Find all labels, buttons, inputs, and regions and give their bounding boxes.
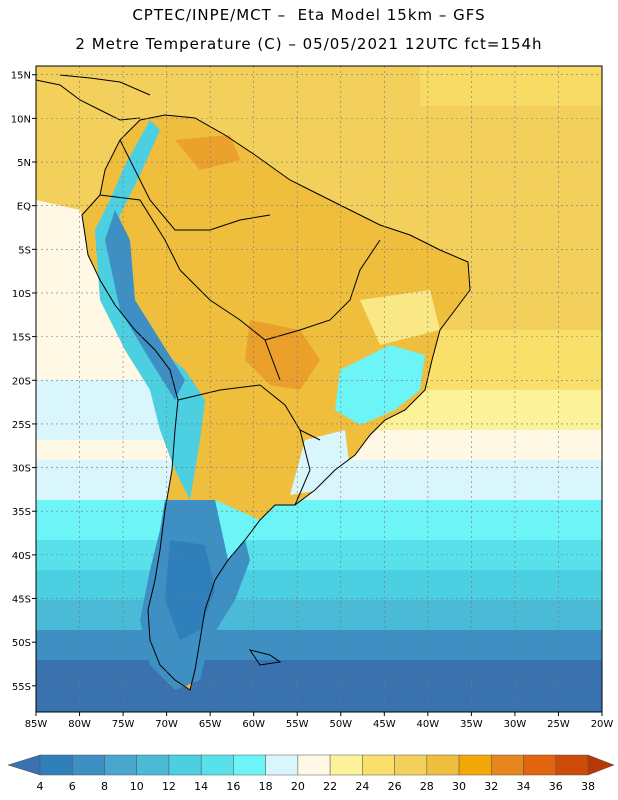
border-uruguay [294,429,311,506]
colorbar-label: 28 [420,780,434,793]
lat-label: 40S [12,551,31,562]
colorbar-high-arrow [587,754,615,776]
colorbar-label: 22 [323,780,337,793]
colorbar-swatch [39,754,73,776]
colorbar-label: 10 [130,780,144,793]
colorbar-label: 6 [69,780,76,793]
lat-label: 15S [12,333,31,344]
colorbar-swatch [233,754,266,776]
hot-venezuela-region [175,135,240,170]
colorbar-label: 38 [581,780,595,793]
lat-label: 10S [12,289,31,300]
colorbar-swatch [394,754,428,776]
pacific-cool-strip-2 [36,380,165,440]
lon-label: 50W [329,719,352,730]
colorbar-swatch [297,754,331,776]
lat-label: 10N [11,114,31,125]
colorbar-label: 34 [517,780,531,793]
lat-label: 45S [12,595,31,606]
falkland-islands [248,649,282,666]
lat-label: 30S [12,464,31,475]
map-title-line-1: CPTEC/INPE/MCT – Eta Model 15km – GFS [132,6,486,24]
ocean-band-north [420,66,602,106]
border-ecuador-peru [99,194,181,271]
lon-label: 80W [68,719,91,730]
colorbar-label: 18 [259,780,273,793]
lon-label: 35W [460,719,483,730]
colorbar-label: 32 [484,780,498,793]
lat-label: 20S [12,376,31,387]
border-colombia [119,139,271,231]
colorbar-label: 26 [388,780,402,793]
colorbar-label: 16 [226,780,240,793]
lon-label: 40W [417,719,440,730]
colorbar-swatch [329,754,363,776]
lat-label: 5S [18,245,31,256]
colorbar-swatch [458,754,492,776]
lat-label: 5N [17,158,31,169]
longitude-labels: 85W 80W 75W 70W 65W 60W 55W 50W 45W 40W 35W 30W 25W 2… [25,712,614,730]
colorbar-label: 30 [452,780,466,793]
lat-label: EQ [17,202,31,213]
colorbar-swatch [523,754,557,776]
colorbar-label: 12 [162,780,176,793]
lat-label: 50S [12,638,31,649]
lon-label: 30W [504,719,527,730]
lat-label: 55S [12,682,31,693]
lat-label: 15N [11,71,31,82]
map-frame [35,65,603,713]
colorbar-swatch [71,754,105,776]
lat-label: 35S [12,507,31,518]
mild-northeast-brazil [360,290,440,345]
lon-label: 60W [242,719,265,730]
pampas-cool [215,500,275,560]
colorbar-swatch [491,754,524,776]
cool-southeast-brazil [335,345,425,425]
colorbar-swatch [265,754,299,776]
patagonia-coldest [165,540,215,640]
andes-cold-core [105,210,185,400]
colorbar-swatch [362,754,395,776]
south-america-coastline [81,114,471,691]
colorbar-swatch [200,754,234,776]
lat-label: 25S [12,420,31,431]
colorbar-label: 20 [291,780,305,793]
colorbar-label: 24 [355,780,369,793]
grid-lines [35,66,603,712]
colorbar-swatch [104,754,137,776]
lon-label: 85W [25,719,48,730]
cool-southern-brazil [290,430,350,495]
coastline-and-borders [36,74,471,691]
lon-label: 45W [373,719,396,730]
colorbar-swatch [168,754,202,776]
lon-label: 65W [199,719,222,730]
colorbar-swatch [426,754,460,776]
map-title-line-2: 2 Metre Temperature (C) – 05/05/2021 12U… [75,35,543,53]
central-america-coastline [36,79,141,121]
caribbean-coastline [59,74,151,96]
latitude-labels: 15N 10N 5N EQ 5S 10S 15S 20S 25S 30S 35S 40S 45S 50S 5… [11,71,36,693]
hot-interior-region [245,320,320,390]
pacific-cool-strip [36,200,165,420]
lon-label: 75W [112,719,135,730]
border-brazil-west [264,239,381,341]
colorbar-swatch [555,754,589,776]
colorbar-labels: 4 6 8 10 12 14 16 18 20 22 24 26 28 30 32 34 36 38 [37,780,596,793]
border-argentina-north [177,384,321,441]
lon-label: 55W [286,719,309,730]
colorbar-swatch [136,754,170,776]
colorbar [7,754,615,776]
colorbar-label: 36 [549,780,563,793]
colorbar-label: 14 [194,780,208,793]
lon-label: 70W [155,719,178,730]
lon-label: 25W [547,719,570,730]
border-bolivia [179,269,281,381]
lon-label: 20W [591,719,614,730]
colorbar-label: 8 [101,780,108,793]
colorbar-low-arrow [7,754,41,776]
temperature-field [36,66,602,712]
colorbar-label: 4 [37,780,44,793]
